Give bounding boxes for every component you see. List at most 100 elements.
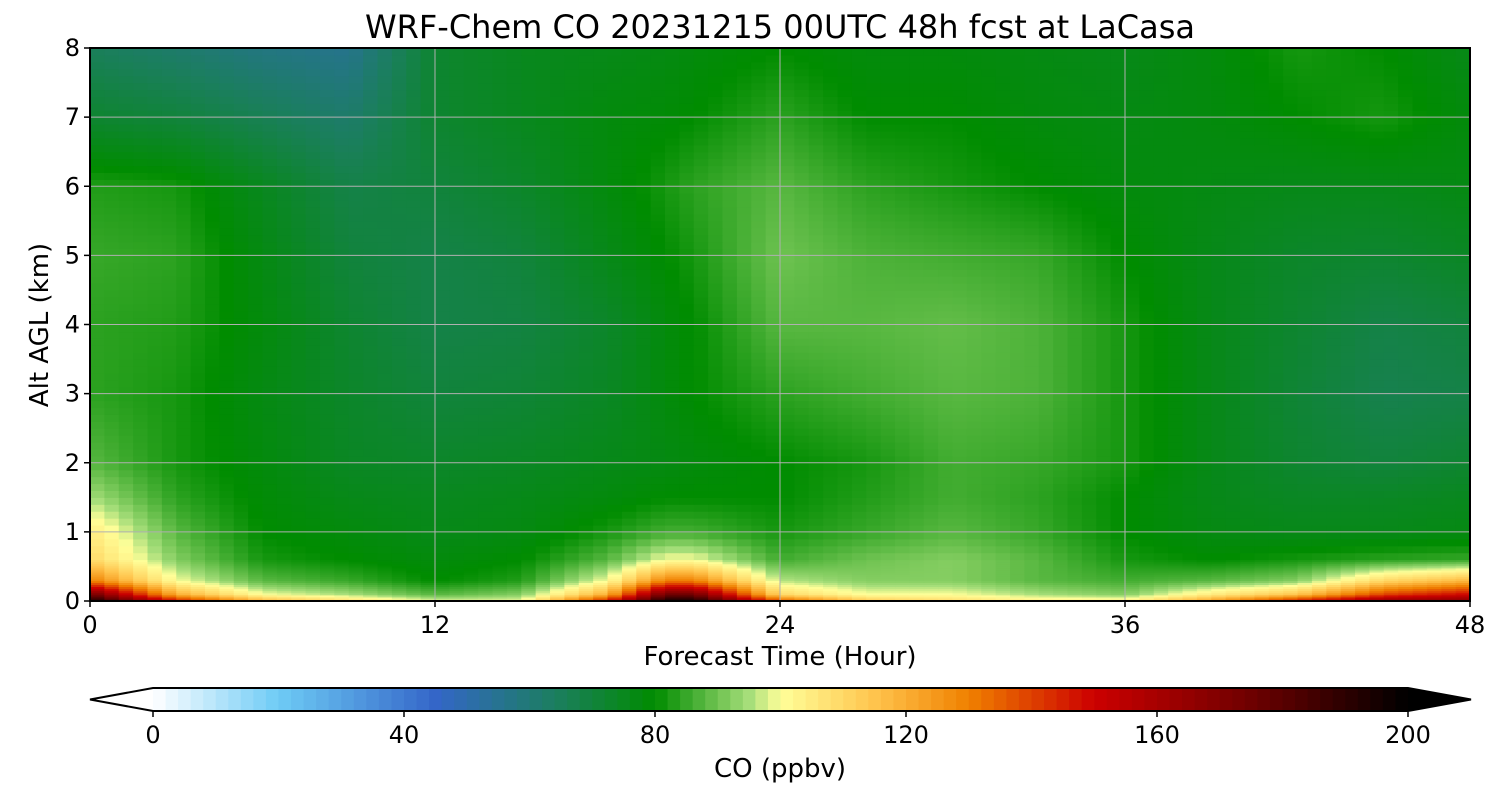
heatmap-cell [1081, 531, 1097, 540]
heatmap-cell [377, 552, 393, 561]
heatmap-cell [262, 563, 278, 567]
heatmap-cell [1125, 407, 1140, 415]
heatmap-cell [521, 580, 537, 583]
heatmap-cell [262, 497, 278, 505]
heatmap-cell [808, 490, 824, 498]
heatmap-cell [952, 462, 968, 471]
heatmap-cell [1067, 400, 1083, 409]
heatmap-cell [1168, 586, 1184, 590]
heatmap-cell [1096, 448, 1112, 457]
heatmap-cell [1067, 483, 1083, 491]
heatmap-cell [161, 345, 177, 353]
heatmap-cell [952, 545, 968, 554]
heatmap-cell [1355, 400, 1370, 409]
heatmap-cell [722, 511, 738, 519]
heatmap-cell [1268, 576, 1284, 579]
heatmap-cell [851, 567, 867, 571]
heatmap-cell [1110, 393, 1126, 402]
heatmap-cell [377, 592, 393, 596]
heatmap-cell [808, 571, 824, 575]
heatmap-cell [794, 338, 810, 346]
heatmap-cell [262, 545, 278, 554]
heatmap-cell [981, 386, 997, 395]
heatmap-cell [851, 563, 867, 567]
heatmap-cell [435, 365, 450, 374]
heatmap-cell [866, 576, 882, 579]
heatmap-cell [176, 594, 192, 598]
heatmap-cell [780, 559, 795, 563]
heatmap-cell [751, 359, 767, 367]
heatmap-cell [1153, 592, 1169, 596]
heatmap-cell [492, 578, 508, 581]
heatmap-cell [1168, 476, 1184, 485]
heatmap-cell [233, 359, 249, 367]
heatmap-cell [305, 594, 321, 598]
heatmap-cell [1024, 580, 1040, 583]
heatmap-cell [823, 407, 839, 415]
heatmap-cell [966, 469, 982, 478]
heatmap-cell [1067, 462, 1083, 471]
heatmap-cell [492, 552, 508, 561]
heatmap-cell [1441, 559, 1457, 563]
heatmap-cell [564, 567, 580, 571]
heatmap-cell [248, 590, 264, 594]
heatmap-cell [320, 365, 335, 374]
heatmap-cell [866, 483, 882, 491]
heatmap-cell [291, 524, 307, 533]
heatmap-cell [1426, 524, 1442, 533]
heatmap-cell [866, 561, 882, 565]
heatmap-cell [478, 372, 494, 381]
heatmap-cell [1139, 596, 1155, 600]
heatmap-cell [1110, 559, 1126, 563]
heatmap-cell [593, 538, 609, 547]
heatmap-cell [1038, 559, 1054, 563]
heatmap-cell [952, 365, 968, 374]
heatmap-cell [248, 552, 264, 561]
heatmap-cell [133, 590, 149, 594]
heatmap-cell [636, 586, 652, 590]
heatmap-cell [1038, 435, 1054, 443]
heatmap-cell [420, 462, 436, 471]
heatmap-cell [1110, 504, 1126, 512]
heatmap-cell [506, 538, 522, 547]
heatmap-cell [1182, 345, 1198, 353]
heatmap-cell [320, 567, 335, 571]
heatmap-cell [406, 490, 422, 498]
heatmap-cell [880, 531, 896, 540]
heatmap-cell [808, 435, 824, 443]
heatmap-cell [161, 421, 177, 429]
heatmap-cell [1240, 365, 1255, 374]
heatmap-cell [535, 483, 551, 491]
heatmap-cell [1297, 586, 1313, 590]
heatmap-cell [1398, 365, 1414, 374]
heatmap-cell [406, 379, 422, 388]
heatmap-cell [1398, 400, 1414, 409]
heatmap-cell [1268, 476, 1284, 485]
heatmap-cell [1441, 524, 1457, 533]
heatmap-cell [1426, 563, 1442, 567]
heatmap-cell [636, 497, 652, 505]
heatmap-cell [147, 580, 163, 583]
heatmap-cell [708, 592, 724, 596]
heatmap-cell [1182, 386, 1198, 395]
heatmap-cell [176, 393, 192, 402]
heatmap-cell [1340, 596, 1356, 600]
heatmap-cell [276, 592, 292, 596]
heatmap-cell [1139, 365, 1155, 374]
heatmap-cell [1053, 359, 1069, 367]
heatmap-cell [1398, 448, 1414, 457]
heatmap-cell [1455, 386, 1471, 395]
heatmap-cell [966, 563, 982, 567]
heatmap-cell [248, 448, 264, 457]
heatmap-cell [1441, 455, 1457, 464]
heatmap-cell [1081, 594, 1097, 598]
heatmap-cell [478, 421, 494, 429]
heatmap-cell [981, 545, 997, 554]
heatmap-cell [1225, 582, 1241, 586]
heatmap-cell [693, 561, 709, 565]
heatmap-cell [995, 584, 1011, 588]
heatmap-cell [348, 569, 364, 573]
heatmap-cell [1081, 576, 1097, 579]
heatmap-cell [564, 386, 580, 395]
heatmap-cell [1096, 596, 1112, 600]
